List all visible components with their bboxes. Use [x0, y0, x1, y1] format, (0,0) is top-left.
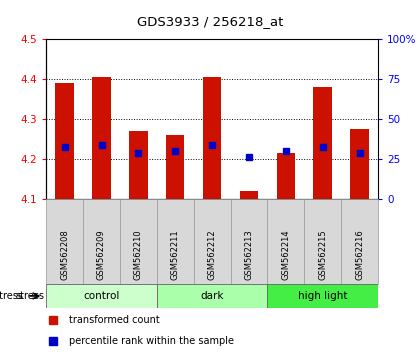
- Bar: [350, 129, 369, 199]
- Text: GSM562211: GSM562211: [171, 229, 180, 280]
- Bar: [231, 199, 268, 284]
- Bar: [157, 199, 194, 284]
- Bar: [240, 191, 258, 199]
- Bar: [304, 199, 341, 284]
- Text: GSM562210: GSM562210: [134, 229, 143, 280]
- Bar: [46, 284, 157, 308]
- Bar: [129, 131, 147, 199]
- Text: GSM562213: GSM562213: [244, 229, 253, 280]
- Bar: [55, 83, 74, 199]
- Text: high light: high light: [298, 291, 347, 301]
- Text: transformed count: transformed count: [69, 315, 160, 325]
- Text: GSM562216: GSM562216: [355, 229, 364, 280]
- Text: control: control: [83, 291, 120, 301]
- Text: GDS3933 / 256218_at: GDS3933 / 256218_at: [137, 15, 283, 28]
- Bar: [166, 135, 184, 199]
- Bar: [341, 199, 378, 284]
- Bar: [194, 199, 231, 284]
- Bar: [277, 153, 295, 199]
- Bar: [203, 77, 221, 199]
- Bar: [157, 284, 268, 308]
- Bar: [268, 284, 378, 308]
- Text: percentile rank within the sample: percentile rank within the sample: [69, 336, 234, 346]
- Text: GSM562208: GSM562208: [60, 229, 69, 280]
- Bar: [46, 199, 83, 284]
- Text: GSM562212: GSM562212: [207, 229, 217, 280]
- Bar: [268, 199, 304, 284]
- Text: GSM562215: GSM562215: [318, 229, 327, 280]
- Text: GSM562214: GSM562214: [281, 229, 290, 280]
- Text: stress: stress: [15, 291, 44, 301]
- Bar: [313, 87, 332, 199]
- Bar: [120, 199, 157, 284]
- Text: dark: dark: [200, 291, 224, 301]
- Text: stress: stress: [0, 291, 24, 301]
- Bar: [83, 199, 120, 284]
- Text: GSM562209: GSM562209: [97, 229, 106, 280]
- Bar: [92, 77, 111, 199]
